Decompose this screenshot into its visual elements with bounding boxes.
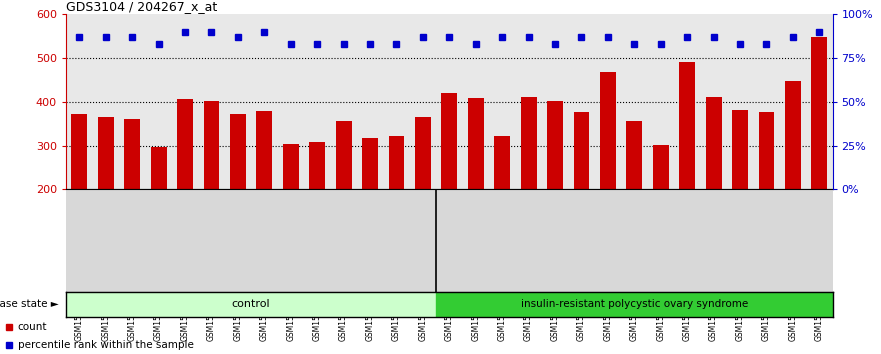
Bar bbox=[98, 117, 114, 277]
Bar bbox=[811, 38, 827, 277]
Bar bbox=[362, 138, 378, 277]
Text: count: count bbox=[18, 322, 47, 332]
Bar bbox=[336, 121, 352, 277]
Bar bbox=[151, 147, 167, 277]
Text: GDS3104 / 204267_x_at: GDS3104 / 204267_x_at bbox=[66, 0, 218, 13]
Bar bbox=[66, 292, 436, 317]
Bar bbox=[309, 142, 325, 277]
Bar bbox=[204, 101, 219, 277]
Bar bbox=[626, 121, 642, 277]
Text: control: control bbox=[232, 299, 270, 309]
Bar bbox=[574, 112, 589, 277]
Bar bbox=[71, 114, 87, 277]
Bar bbox=[547, 101, 563, 277]
Bar bbox=[230, 114, 246, 277]
Bar bbox=[441, 93, 457, 277]
Bar bbox=[283, 144, 299, 277]
Bar bbox=[732, 110, 748, 277]
Bar bbox=[521, 97, 537, 277]
Bar bbox=[653, 145, 669, 277]
Bar bbox=[759, 112, 774, 277]
Bar bbox=[436, 292, 833, 317]
Bar bbox=[468, 98, 484, 277]
Bar bbox=[415, 117, 431, 277]
Bar bbox=[679, 62, 695, 277]
Bar bbox=[177, 99, 193, 277]
Text: insulin-resistant polycystic ovary syndrome: insulin-resistant polycystic ovary syndr… bbox=[521, 299, 748, 309]
Text: percentile rank within the sample: percentile rank within the sample bbox=[18, 340, 194, 350]
Bar bbox=[785, 81, 801, 277]
Bar bbox=[600, 73, 616, 277]
Bar bbox=[494, 136, 510, 277]
Bar bbox=[256, 110, 272, 277]
Bar bbox=[706, 97, 722, 277]
Bar bbox=[389, 136, 404, 277]
Text: disease state ►: disease state ► bbox=[0, 299, 59, 309]
Bar bbox=[124, 119, 140, 277]
